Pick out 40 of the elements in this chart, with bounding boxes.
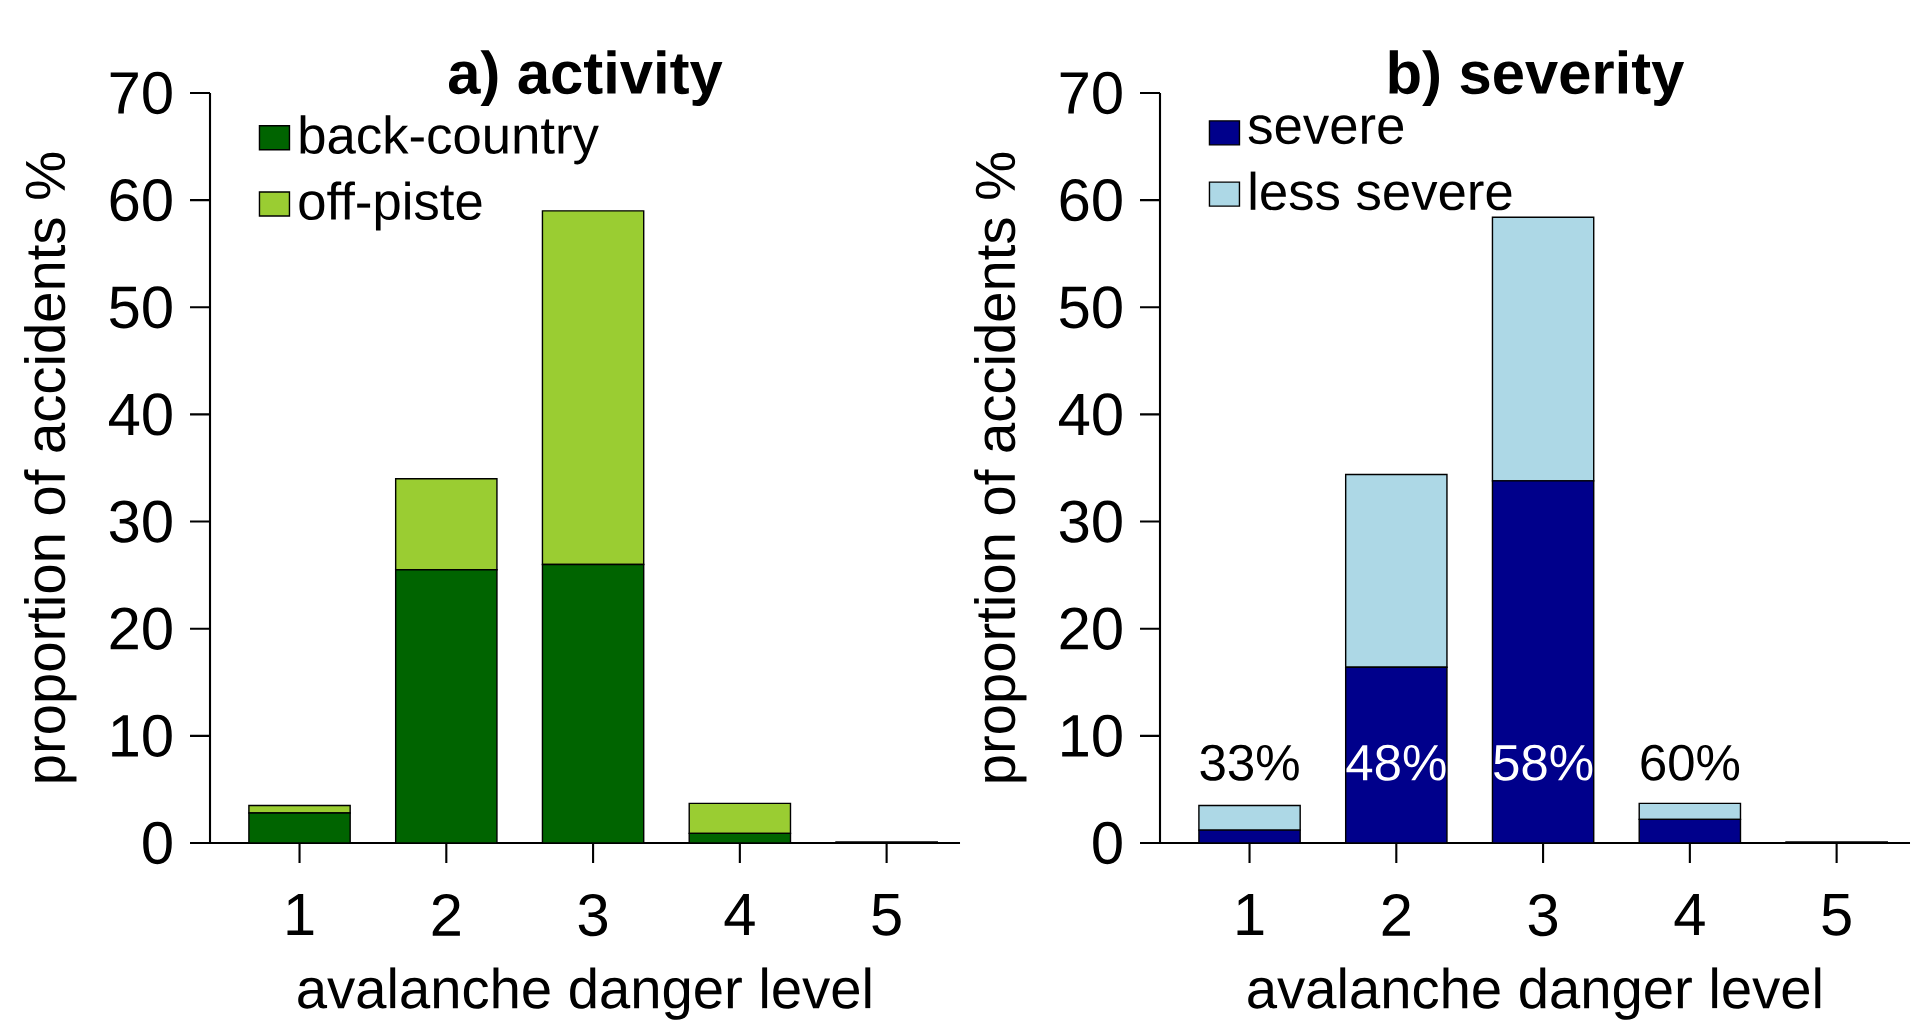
y-axis-title: proportion of accidents %: [24, 152, 77, 782]
x-tick-label: 4: [724, 893, 755, 936]
y-tick-label: 30: [109, 500, 172, 543]
x-tick-label: 4: [1674, 893, 1705, 936]
y-tick-label: 70: [110, 71, 172, 115]
y-tick-label: 30: [1059, 500, 1122, 543]
legend-label: severe: [1248, 115, 1404, 145]
legend-label: off-piste: [299, 181, 482, 231]
annotation: 33%: [1200, 744, 1299, 781]
x-tick-label: 2: [1382, 893, 1410, 936]
annotation: 60%: [1641, 744, 1740, 781]
y-tick-label: 10: [112, 714, 172, 758]
annotation: 48%: [1346, 744, 1446, 781]
y-tick-label: 0: [143, 821, 172, 865]
y-tick-label: 60: [110, 178, 172, 222]
y-axis-title: proportion of accidents %: [974, 152, 1027, 782]
x-tick-label: 3: [1528, 893, 1558, 937]
x-tick-label: 5: [1822, 893, 1851, 936]
x-tick-label: 2: [432, 893, 460, 936]
chart-title: a) activity: [448, 50, 723, 106]
y-tick-label: 20: [110, 607, 172, 650]
y-tick-label: 20: [1060, 607, 1122, 650]
x-axis-title: avalanche danger level: [1248, 967, 1821, 1020]
legend-label: less severe: [1250, 171, 1512, 211]
x-tick-label: 5: [872, 893, 901, 936]
x-tick-label: 1: [1237, 893, 1264, 936]
y-tick-label: 40: [1059, 393, 1122, 436]
legend-label: back-country: [300, 115, 599, 165]
x-axis-title: avalanche danger level: [298, 967, 871, 1020]
y-tick-label: 60: [1060, 178, 1122, 222]
annotation: 58%: [1494, 744, 1593, 781]
x-tick-label: 3: [578, 893, 608, 937]
y-tick-label: 70: [1060, 71, 1122, 115]
y-tick-label: 50: [1059, 286, 1122, 329]
y-tick-label: 10: [1062, 714, 1122, 758]
y-tick-label: 50: [109, 286, 172, 329]
y-tick-label: 40: [109, 393, 172, 436]
chart-title: b) severity: [1389, 50, 1685, 106]
y-tick-label: 0: [1093, 821, 1122, 865]
x-tick-label: 1: [287, 893, 314, 936]
